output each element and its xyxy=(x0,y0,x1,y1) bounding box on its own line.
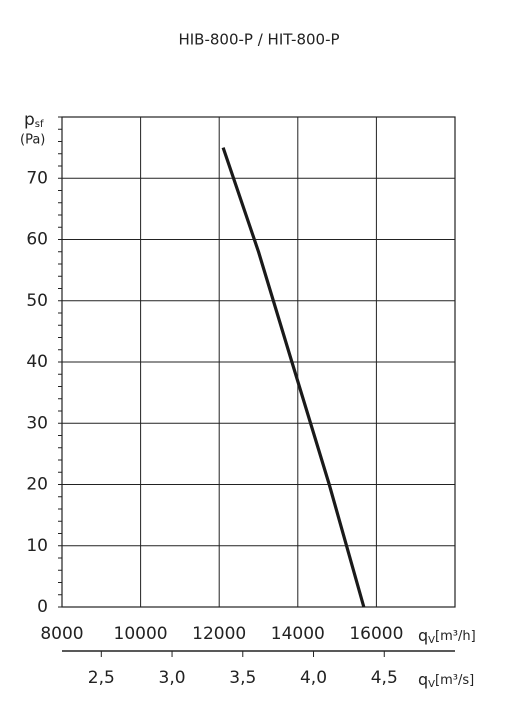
x-tick-label: 14000 xyxy=(271,624,325,644)
x2-tick-label: 2,5 xyxy=(88,668,115,688)
x-tick-label: 8000 xyxy=(40,624,83,644)
y-tick-label: 30 xyxy=(26,413,48,433)
x-label-main: q xyxy=(418,626,428,645)
x2-tick-label: 4,5 xyxy=(371,668,398,688)
x2-tick-label: 4,0 xyxy=(300,668,327,688)
x-tick-label: 16000 xyxy=(349,624,403,644)
y-label-unit: (Pa) xyxy=(20,133,45,148)
x-label-sub: V xyxy=(428,635,435,646)
y-label-sub: sf xyxy=(35,119,44,130)
x2-tick-label: 3,5 xyxy=(229,668,256,688)
x-label-unit: [m³/h] xyxy=(435,629,476,644)
y-tick-label: 10 xyxy=(26,536,48,556)
x2-label-unit: [m³/s] xyxy=(435,673,474,688)
x-tick-label: 12000 xyxy=(192,624,246,644)
x2-label-main: q xyxy=(418,670,428,689)
fan-curve xyxy=(221,147,366,608)
y-tick-label: 70 xyxy=(26,168,48,188)
y-tick-label: 40 xyxy=(26,352,48,372)
y-tick-label: 0 xyxy=(37,597,48,617)
x-tick-label: 10000 xyxy=(114,624,168,644)
chart-title: HIB-800-P / HIT-800-P xyxy=(178,31,339,49)
x2-label: qV[m³/s] xyxy=(418,670,474,691)
y-label-main: p xyxy=(24,110,35,130)
x2-label-sub: V xyxy=(428,679,435,690)
y-tick-label: 50 xyxy=(26,291,48,311)
x2-tick-label: 3,0 xyxy=(159,668,186,688)
y-tick-label: 60 xyxy=(26,230,48,250)
x-label: qV[m³/h] xyxy=(418,626,476,647)
y-tick-label: 20 xyxy=(26,475,48,495)
y-label: psf xyxy=(24,110,44,130)
